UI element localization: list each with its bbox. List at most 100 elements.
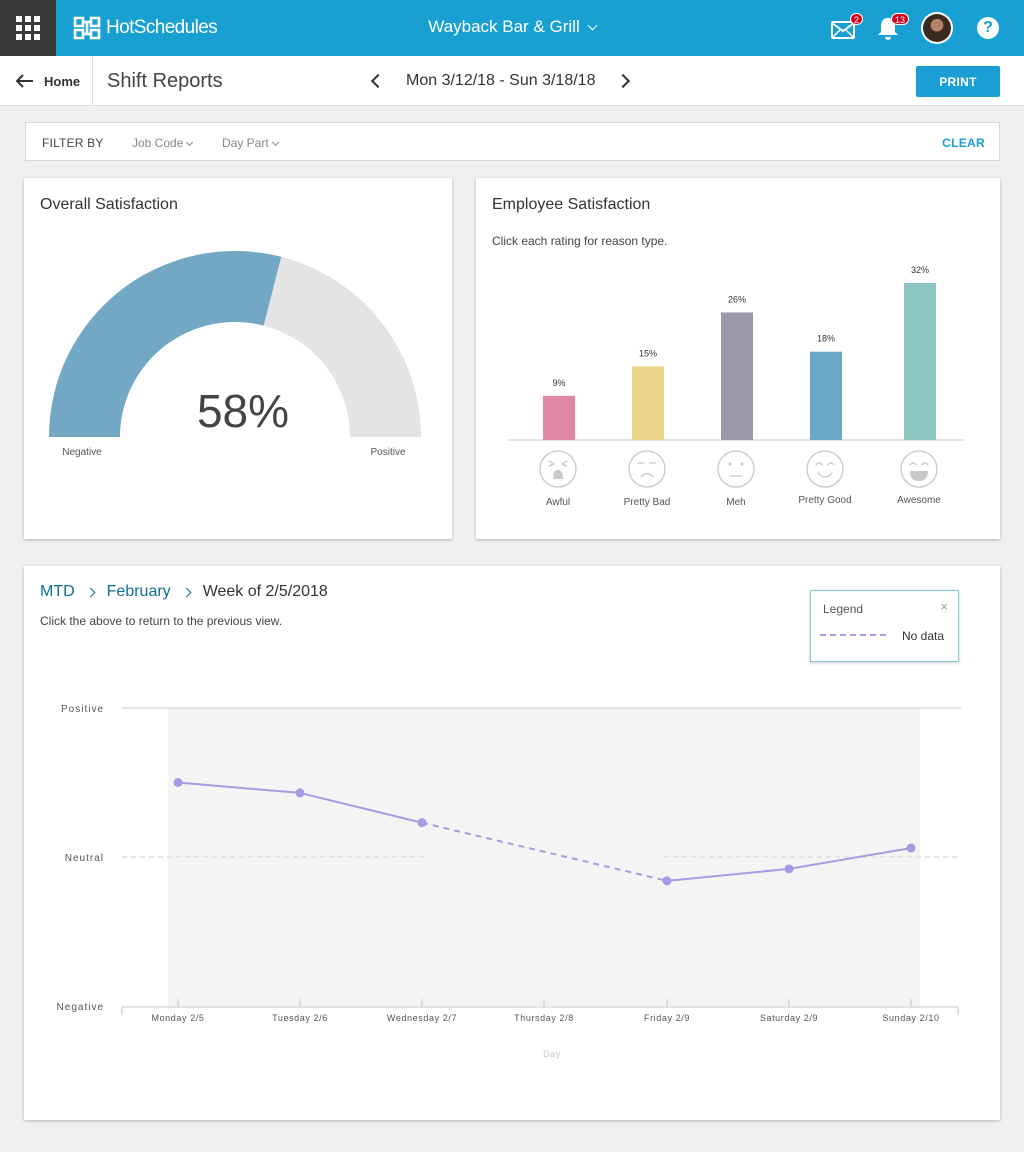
sub-header: Home Shift Reports Mon 3/12/18 - Sun 3/1… [0,56,1024,106]
breadcrumb-current: Week of 2/5/2018 [202,583,328,600]
home-label: Home [44,73,81,89]
legend-title: Legend [823,602,864,616]
employee-satisfaction-card: Employee Satisfaction Click each rating … [476,178,1000,539]
overall-satisfaction-card: Overall Satisfaction 58% Negative Positi… [24,178,452,539]
trend-point[interactable] [662,876,672,886]
notifications-button[interactable]: 13 [875,13,910,42]
bar-value-label: 15% [639,348,657,358]
bar-value-label: 18% [817,334,835,344]
x-tick-label: Sunday 2/10 [882,1013,939,1023]
bar-category-label: Meh [726,497,745,508]
chevron-down-icon [271,138,279,147]
employee-satisfaction-hint: Click each rating for reason type. [492,234,668,248]
trend-hint: Click the above to return to the previou… [40,614,283,628]
gauge-positive-label: Positive [370,447,405,458]
bar-category-label: Awful [546,497,570,508]
date-range: Mon 3/12/18 - Sun 3/18/18 [406,72,596,89]
trend-point[interactable] [417,818,427,828]
x-tick-label: Friday 2/9 [644,1013,690,1023]
chevron-down-icon [186,138,194,147]
bar-awful[interactable] [543,395,575,440]
gauge-fill[interactable] [49,250,282,437]
y-tick-label: Positive [61,704,104,715]
x-tick-label: Saturday 2/9 [760,1013,818,1023]
legend-no-data-label: No data [902,629,945,643]
filter-label: FILTER BY [42,136,104,150]
weekly-trend-chart: Positive Neutral Negative Monday 2/5 Tuesday… [57,704,961,1059]
user-avatar[interactable] [921,12,953,44]
bar-pretty-good[interactable] [810,351,842,440]
envelope-icon [831,21,855,39]
day-part-label: Day Part [222,136,269,150]
weekly-trend-card: MTD February Week of 2/5/2018 Click the … [24,566,1000,1120]
employee-satisfaction-chart: 9% Awful 15% Pretty Bad 26% Meh 18% Pretty Good… [508,265,964,508]
bar-value-label: 32% [911,265,929,275]
x-tick-label: Tuesday 2/6 [272,1013,328,1023]
trend-point[interactable] [173,778,183,787]
print-button[interactable]: PRINT [916,66,1000,97]
location-selector: Wayback Bar & Grill [0,17,1024,37]
satisfaction-gauge: 58% Negative Positive [49,250,422,458]
breadcrumb-mtd[interactable]: MTD [40,583,75,600]
pretty-good-face-icon[interactable] [806,450,844,488]
home-back-button[interactable]: Home [0,56,93,106]
hotschedules-logo-icon [73,16,101,40]
brand-name: HotSchedules [106,17,218,38]
pretty-bad-face-icon[interactable] [628,450,666,488]
bar-value-label: 26% [728,294,746,304]
day-part-dropdown[interactable]: Day Part [222,136,279,150]
close-icon[interactable]: × [940,599,948,614]
gauge-track [263,256,422,437]
trend-segment [299,791,423,824]
bar-category-label: Pretty Good [798,495,851,506]
previous-week-button[interactable] [368,73,384,89]
date-navigator: Mon 3/12/18 - Sun 3/18/18 [368,56,633,106]
legend-no-data-swatch [820,634,886,636]
gauge-value: 58% [197,385,289,437]
avatar-photo [923,14,951,42]
next-week-button[interactable] [617,73,633,89]
job-code-dropdown[interactable]: Job Code [132,136,194,150]
filter-bar: FILTER BY Job Code Day Part CLEAR [25,122,1000,161]
apps-menu-button[interactable] [0,0,56,56]
bar-awesome[interactable] [904,283,936,440]
plot-background [168,708,920,1006]
x-tick-label: Monday 2/5 [151,1013,204,1023]
help-button[interactable]: ? [977,17,999,39]
x-axis-label: Day [543,1049,561,1059]
location-name[interactable]: Wayback Bar & Grill [428,17,580,36]
chevron-down-icon [587,20,598,31]
y-tick-label: Neutral [65,853,104,864]
job-code-label: Job Code [132,136,184,150]
trend-segment [666,867,790,882]
trend-point[interactable] [784,864,794,874]
trend-segment [177,781,301,794]
bar-meh[interactable] [721,312,753,440]
arrow-left-icon [16,74,33,88]
breadcrumb: MTD February Week of 2/5/2018 [40,583,328,601]
employee-satisfaction-title: Employee Satisfaction [492,196,651,213]
bar-category-label: Awesome [897,495,941,506]
overall-satisfaction-title: Overall Satisfaction [40,196,178,213]
awesome-face-icon[interactable] [900,450,938,488]
trend-point[interactable] [295,788,305,798]
gauge-negative-label: Negative [62,447,102,458]
x-tick-label: Wednesday 2/7 [387,1013,457,1023]
messages-button[interactable]: 2 [830,13,864,42]
hotschedules-logo[interactable]: HotSchedules [72,12,218,44]
clear-filters-button[interactable]: CLEAR [942,136,985,150]
no-data-segment [421,821,668,882]
legend-panel: Legend × No data [810,590,959,662]
x-tick-label: Thursday 2/8 [514,1013,574,1023]
bar-value-label: 9% [552,378,565,388]
trend-point[interactable] [906,843,916,853]
y-tick-label: Negative [57,1002,104,1013]
bar-pretty-bad[interactable] [632,366,664,440]
apps-grid-icon [16,16,40,40]
notifications-badge: 13 [891,13,910,25]
messages-badge: 2 [850,13,864,25]
bar-category-label: Pretty Bad [624,497,671,508]
awful-face-icon[interactable] [539,450,577,488]
meh-face-icon[interactable] [717,450,755,488]
breadcrumb-february[interactable]: February [106,583,171,600]
